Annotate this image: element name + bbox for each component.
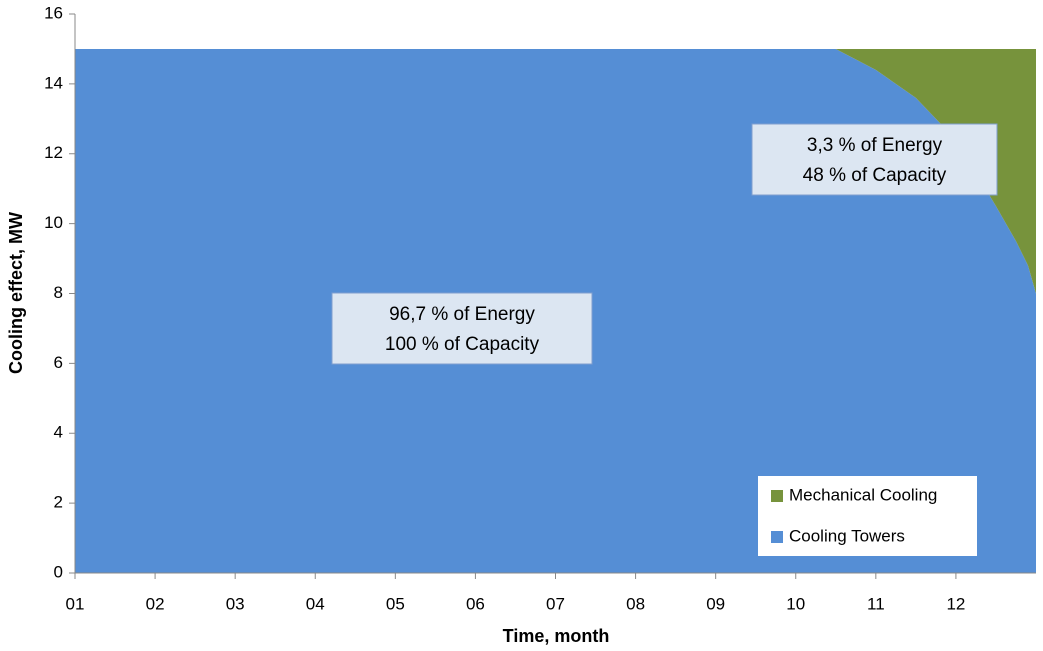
x-tick-label: 08 xyxy=(626,594,645,613)
y-tick-label: 16 xyxy=(44,3,63,22)
annotation-box xyxy=(751,123,998,196)
x-tick-label: 07 xyxy=(546,594,565,613)
y-tick-label: 2 xyxy=(54,493,63,512)
annotation-text: 3,3 % of Energy xyxy=(807,135,943,156)
x-tick-label: 03 xyxy=(226,594,245,613)
legend-label: Mechanical Cooling xyxy=(789,485,937,504)
x-tick-label: 10 xyxy=(786,594,805,613)
area xyxy=(75,48,1036,294)
x-axis-title: Time, month xyxy=(503,626,610,646)
x-tick-label: 09 xyxy=(706,594,725,613)
legend-swatch xyxy=(771,531,783,543)
legend-label: Cooling Towers xyxy=(789,526,905,545)
annotation-text: 100 % of Capacity xyxy=(385,334,540,355)
annotation-box xyxy=(331,292,593,365)
y-tick-label: 10 xyxy=(44,213,63,232)
x-tick-label: 06 xyxy=(466,594,485,613)
y-tick-label: 4 xyxy=(54,423,63,442)
y-tick-label: 12 xyxy=(44,143,63,162)
y-tick-label: 8 xyxy=(54,283,63,302)
x-tick-label: 01 xyxy=(66,594,85,613)
x-tick-label: 12 xyxy=(946,594,965,613)
x-tick-label: 11 xyxy=(867,594,885,613)
x-tick-label: 02 xyxy=(146,594,165,613)
y-tick-label: 0 xyxy=(54,562,63,581)
y-axis-title: Cooling effect, MW xyxy=(6,212,26,374)
annotation-text: 96,7 % of Energy xyxy=(389,304,535,325)
y-tick-label: 6 xyxy=(54,353,63,372)
x-tick-label: 04 xyxy=(306,594,325,613)
annotation-text: 48 % of Capacity xyxy=(803,165,947,186)
legend-swatch xyxy=(771,490,783,502)
x-tick-label: 05 xyxy=(386,594,405,613)
legend-box xyxy=(758,476,977,556)
y-tick-label: 14 xyxy=(44,73,63,92)
